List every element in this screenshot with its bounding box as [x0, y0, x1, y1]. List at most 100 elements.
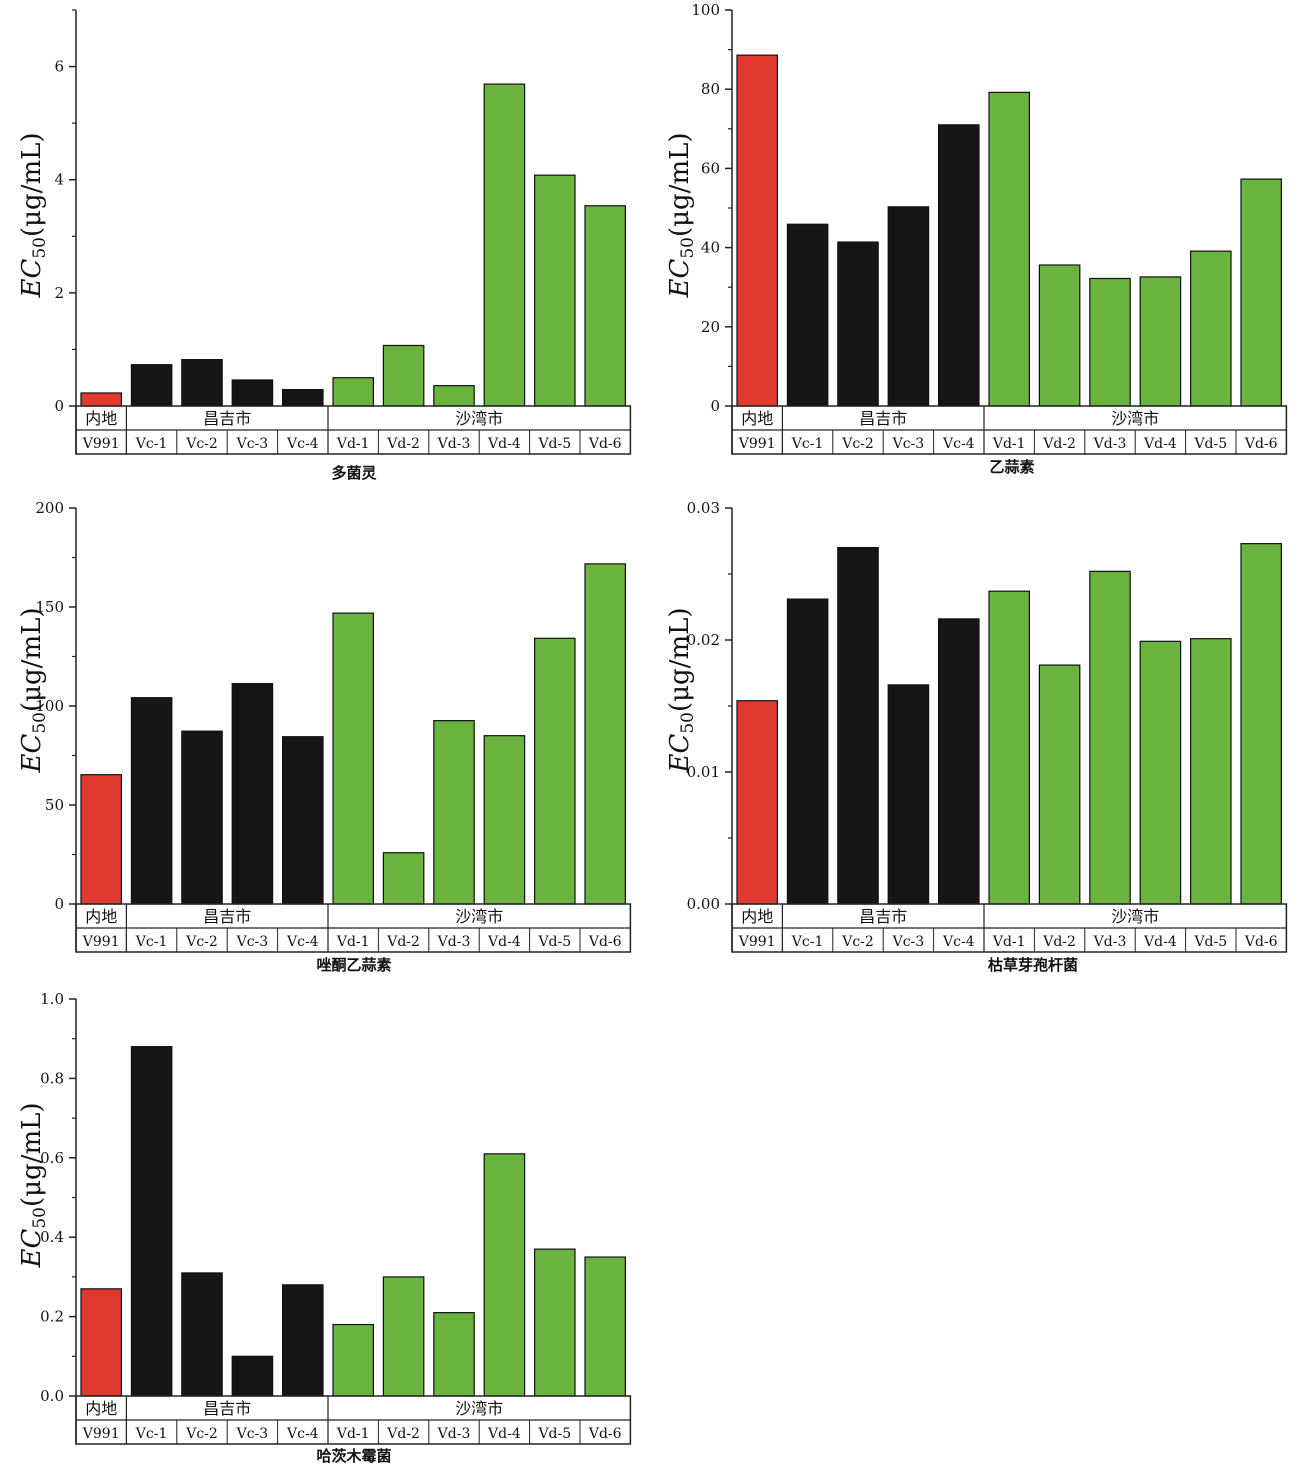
- bar-Vc-4: [937, 124, 980, 407]
- bar-Vd-4: [483, 1153, 526, 1397]
- x-tick-label: Vd-1: [992, 436, 1026, 452]
- bar-Vc-2: [837, 241, 879, 407]
- x-tick-label: Vc-1: [135, 934, 168, 950]
- x-tick-label: Vc-2: [185, 934, 218, 950]
- bar-V991: [736, 54, 779, 407]
- bar-Vd-2: [382, 852, 425, 905]
- group-label: 昌吉市: [203, 907, 251, 926]
- x-tick-label: Vc-2: [185, 1426, 218, 1442]
- x-tick-label: Vc-1: [135, 1426, 168, 1442]
- y-axis-label: EC50(μg/mL): [665, 132, 698, 298]
- y-tick-label: 0.6: [40, 1149, 64, 1167]
- bar-Vc-3: [887, 684, 930, 905]
- bar-Vc-4: [282, 388, 324, 407]
- x-tick-label: Vd-6: [1244, 934, 1278, 950]
- x-tick-label: Vd-3: [437, 436, 471, 452]
- bar-Vc-1: [786, 598, 829, 905]
- bar-Vd-6: [584, 1256, 627, 1397]
- x-tick-label: V991: [82, 1426, 120, 1442]
- x-tick-label: Vc-3: [892, 436, 925, 452]
- x-tick-label: V991: [82, 934, 120, 950]
- y-tick-label: 150: [35, 598, 64, 616]
- y-tick-label: 50: [45, 796, 64, 814]
- x-tick-label: Vd-1: [336, 1426, 370, 1442]
- chart-caption: 多菌灵: [331, 464, 377, 482]
- bar-Vd-5: [1189, 250, 1232, 407]
- bar-Vc-2: [837, 546, 879, 905]
- x-tick-label: Vd-3: [1093, 934, 1127, 950]
- bar-Vd-3: [433, 385, 475, 407]
- x-tick-label: V991: [82, 436, 120, 452]
- bar-Vd-6: [584, 563, 627, 905]
- y-tick-label: 100: [691, 1, 720, 19]
- chart-panel-2: 0 20 40 60 80 100 内地 昌吉市 沙湾市 V991 Vc-1 Vc-2 Vc-3 Vc-4…: [665, 1, 1288, 476]
- bar-Vd-2: [382, 344, 425, 407]
- x-tick-label: Vc-2: [841, 934, 874, 950]
- bar-Vc-1: [786, 223, 829, 407]
- group-label: 昌吉市: [859, 907, 907, 926]
- chart-caption: 哈茨木霉菌: [316, 1447, 391, 1465]
- y-tick-label: 0: [54, 397, 64, 415]
- x-tick-label: Vd-6: [588, 934, 622, 950]
- bar-Vc-4: [282, 736, 324, 905]
- bar-Vd-5: [533, 174, 576, 407]
- group-label: 沙湾市: [455, 907, 503, 926]
- chart-panel-5: 0.0 0.2 0.4 0.6 0.8 1.0 内地 昌吉市 沙湾市 V991 Vc-1 Vc-2 Vc…: [17, 990, 632, 1465]
- bar-Vc-3: [887, 206, 930, 407]
- bar-Vd-2: [1038, 664, 1081, 905]
- x-tick-label: Vd-4: [487, 1426, 521, 1442]
- x-tick-label: Vc-3: [236, 436, 269, 452]
- y-tick-label: 200: [35, 499, 64, 517]
- bar-Vc-3: [231, 1355, 274, 1397]
- x-tick-label: V991: [738, 436, 776, 452]
- bar-Vc-1: [130, 697, 173, 905]
- x-tick-label: Vd-5: [537, 1426, 571, 1442]
- y-tick-label: 1.0: [40, 990, 64, 1008]
- x-tick-label: Vd-1: [336, 436, 370, 452]
- y-tick-label: 0.0: [40, 1387, 64, 1405]
- y-tick-label: 0.03: [687, 499, 720, 517]
- bar-Vc-3: [231, 683, 274, 905]
- bar-Vc-3: [231, 379, 274, 407]
- x-tick-label: Vc-2: [841, 436, 874, 452]
- x-tick-label: Vd-3: [1093, 436, 1127, 452]
- group-label: 内地: [741, 907, 773, 926]
- x-tick-label: Vd-4: [1143, 436, 1177, 452]
- x-tick-label: Vd-4: [1143, 934, 1177, 950]
- x-tick-label: Vd-3: [437, 934, 471, 950]
- x-tick-label: Vd-2: [1042, 436, 1076, 452]
- bar-Vd-3: [1089, 277, 1131, 407]
- bar-Vd-6: [584, 205, 627, 407]
- group-label: 昌吉市: [203, 1399, 251, 1418]
- chart-panel-3: 0 50 100 150 200 内地 昌吉市 沙湾市 V991 Vc-1 Vc-2 Vc-3 Vc-4…: [17, 499, 632, 974]
- bar-Vd-4: [1139, 640, 1182, 905]
- y-tick-label: 40: [701, 239, 720, 257]
- y-axis-label: EC50(μg/mL): [17, 132, 50, 298]
- bar-Vd-3: [433, 1312, 475, 1397]
- bar-Vc-4: [937, 618, 980, 905]
- bar-Vc-2: [181, 730, 223, 905]
- bar-V991: [80, 1288, 123, 1397]
- bar-Vc-1: [130, 1046, 173, 1397]
- bar-Vc-1: [130, 364, 173, 407]
- group-label: 沙湾市: [455, 1399, 503, 1418]
- group-label: 内地: [85, 409, 117, 428]
- y-axis-label: EC50(μg/mL): [17, 1102, 50, 1268]
- group-label: 沙湾市: [1111, 907, 1159, 926]
- x-tick-label: Vd-5: [1193, 436, 1227, 452]
- x-tick-label: Vd-1: [992, 934, 1026, 950]
- x-tick-label: Vd-2: [386, 436, 420, 452]
- x-tick-label: Vc-4: [286, 436, 319, 452]
- x-tick-label: Vc-3: [892, 934, 925, 950]
- bar-Vd-4: [483, 735, 526, 905]
- bar-Vd-1: [988, 91, 1031, 407]
- y-axis-label: EC50(μg/mL): [17, 607, 50, 773]
- group-label: 昌吉市: [203, 409, 251, 428]
- bar-Vd-3: [1089, 570, 1131, 905]
- bar-Vd-1: [332, 377, 375, 407]
- x-tick-label: Vd-3: [437, 1426, 471, 1442]
- x-tick-label: Vd-5: [537, 436, 571, 452]
- bar-Vc-2: [181, 1272, 223, 1397]
- bar-Vd-2: [382, 1276, 425, 1397]
